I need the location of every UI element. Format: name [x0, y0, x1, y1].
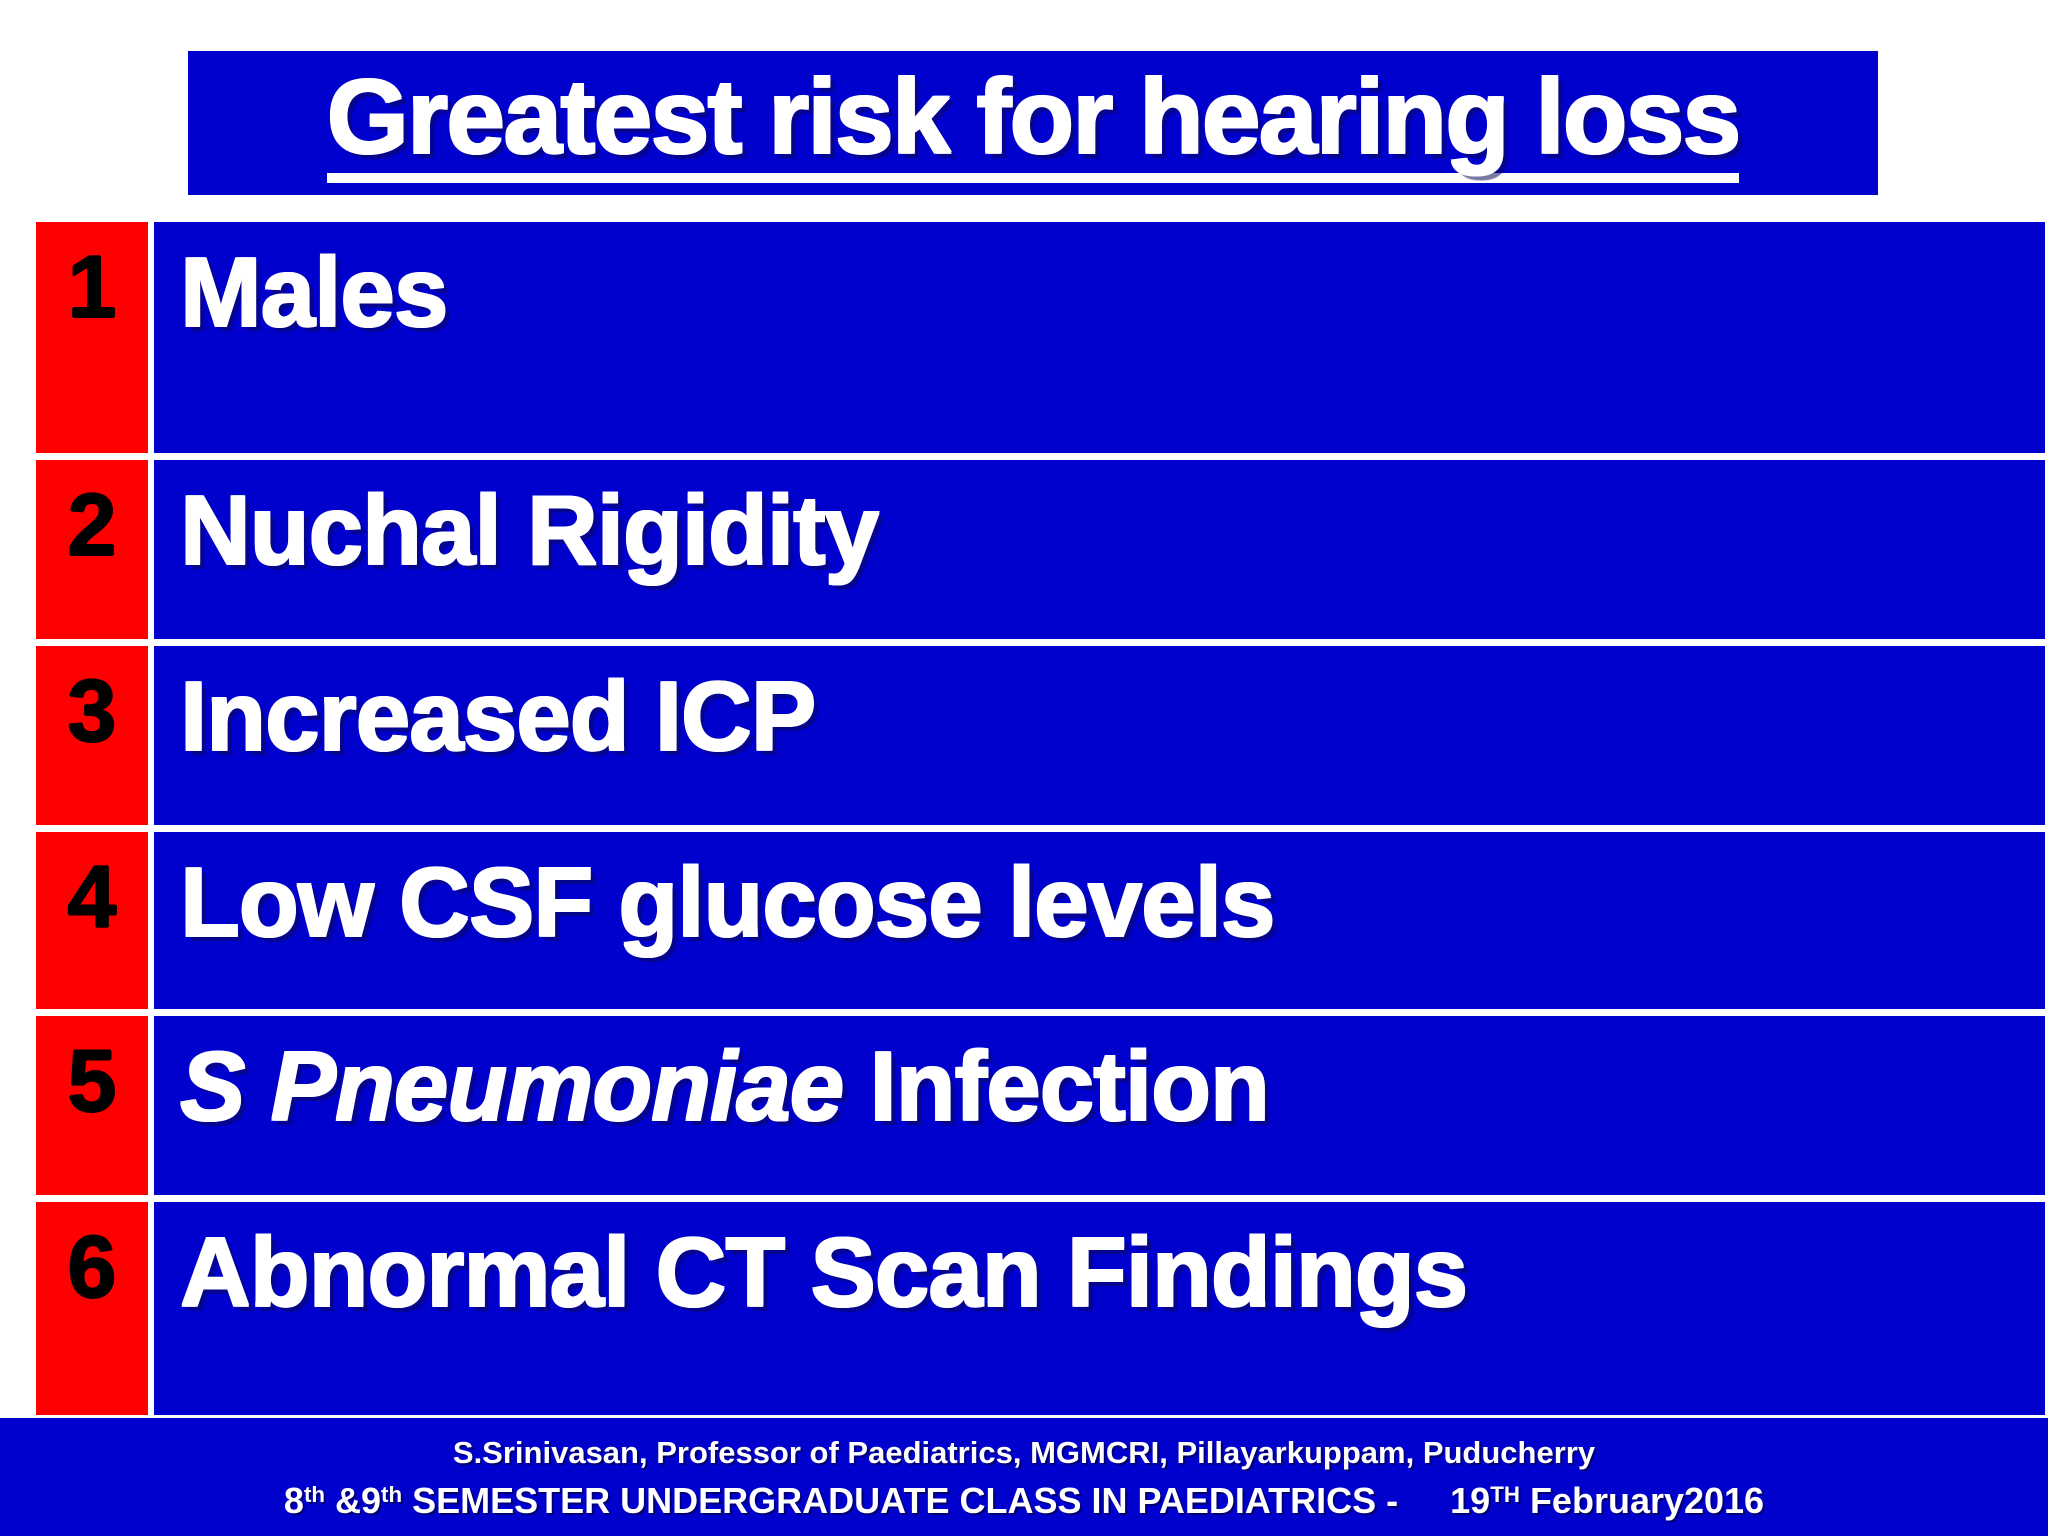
row-content-cell: Nuchal Rigidity — [154, 460, 2045, 639]
risk-row-s-pneumoniae: 5 S Pneumoniae Infection — [0, 1016, 2048, 1195]
row-number-cell: 3 — [36, 646, 148, 825]
row-number: 1 — [67, 237, 117, 336]
footer-line2-text: &9 — [325, 1479, 382, 1521]
row-number-cell: 6 — [36, 1202, 148, 1415]
row-content-cell: Increased ICP — [154, 646, 2045, 825]
footer-credits-band: S.Srinivasan, Professor of Paediatrics, … — [0, 1418, 2048, 1536]
row-number: 6 — [67, 1217, 117, 1316]
risk-row-low-csf-glucose: 4 Low CSF glucose levels — [0, 832, 2048, 1009]
title-box: Greatest risk for hearing loss — [188, 51, 1878, 195]
row-number-cell: 1 — [36, 222, 148, 453]
row-label: Abnormal CT Scan Findings — [180, 1217, 1468, 1327]
row-number-cell: 5 — [36, 1016, 148, 1195]
row-label-rest-part: Infection — [843, 1031, 1270, 1141]
footer-date: 19 — [1450, 1479, 1491, 1521]
row-number-cell: 4 — [36, 832, 148, 1009]
row-number-cell: 2 — [36, 460, 148, 639]
risk-row-nuchal-rigidity: 2 Nuchal Rigidity — [0, 460, 2048, 639]
row-content-cell: Low CSF glucose levels — [154, 832, 2045, 1009]
row-label: Increased ICP — [180, 661, 816, 771]
row-number: 2 — [67, 475, 117, 574]
row-number: 3 — [67, 661, 117, 760]
footer-superscript: th — [303, 1481, 325, 1507]
row-content-cell: Abnormal CT Scan Findings — [154, 1202, 2045, 1415]
row-content-cell: S Pneumoniae Infection — [154, 1016, 2045, 1195]
row-label: Nuchal Rigidity — [180, 475, 879, 585]
row-number: 4 — [67, 847, 117, 946]
row-label-italic-part: S Pneumoniae — [180, 1031, 844, 1141]
row-label: Low CSF glucose levels — [180, 847, 1275, 957]
footer-line2-text: 8 — [283, 1479, 304, 1521]
footer-superscript: th — [381, 1481, 403, 1507]
footer-author-line: S.Srinivasan, Professor of Paediatrics, … — [452, 1435, 1596, 1470]
row-label: S Pneumoniae Infection — [180, 1030, 2045, 1143]
footer-line2-text: SEMESTER UNDERGRADUATE CLASS IN PAEDIATR… — [402, 1479, 1399, 1521]
page-title: Greatest risk for hearing loss — [326, 64, 1741, 183]
row-content-cell: Males — [154, 222, 2045, 453]
row-number: 5 — [67, 1031, 117, 1130]
risk-row-abnormal-ct-scan: 6 Abnormal CT Scan Findings — [0, 1202, 2048, 1415]
risk-row-increased-icp: 3 Increased ICP — [0, 646, 2048, 825]
row-label: Males — [180, 237, 448, 347]
footer-superscript: TH — [1490, 1481, 1520, 1507]
footer-class-date-line: 8th &9th SEMESTER UNDERGRADUATE CLASS IN… — [0, 1479, 2048, 1522]
footer-line2-text: February2016 — [1519, 1479, 1765, 1521]
risk-row-males: 1 Males — [0, 222, 2048, 453]
